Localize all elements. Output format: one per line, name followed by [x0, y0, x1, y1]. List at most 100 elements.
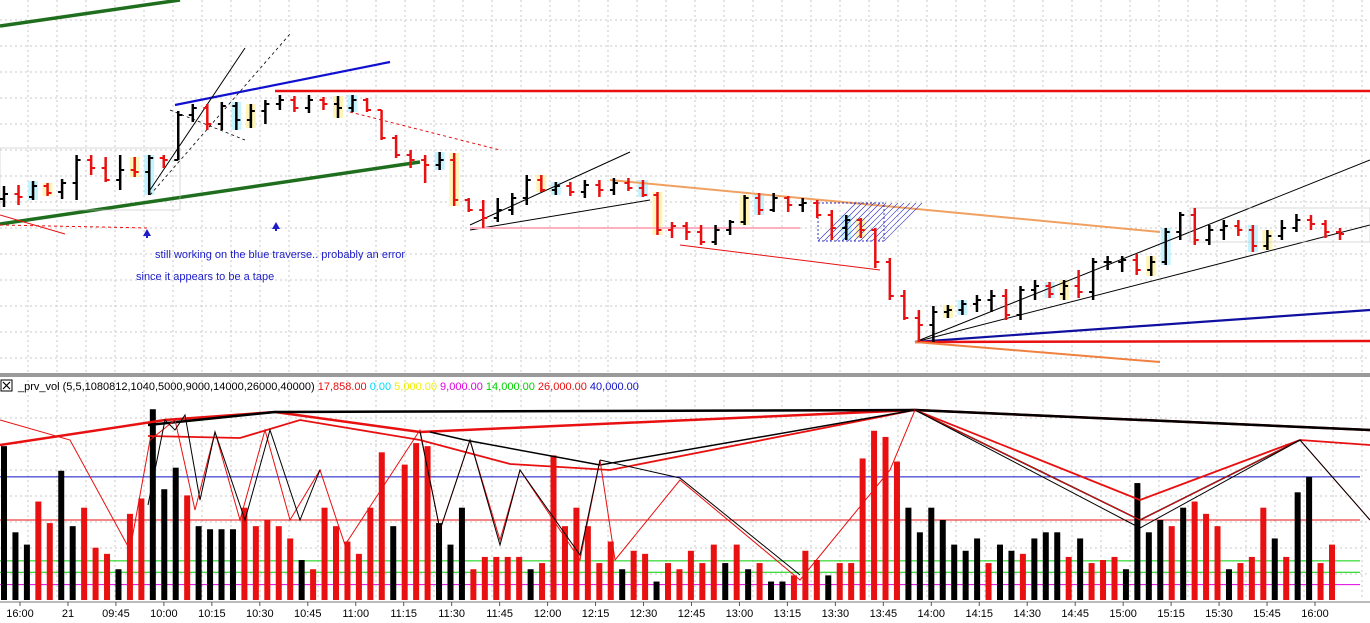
trend-line-orange [609, 179, 1161, 233]
volume-bar [207, 529, 214, 600]
volume-bar [458, 507, 465, 600]
volume-bar [1145, 532, 1152, 600]
volume-bar [997, 544, 1003, 600]
volume-bar [218, 529, 225, 600]
x-axis-strip [0, 602, 1370, 623]
volume-bar [355, 553, 362, 600]
volume-bar [802, 550, 809, 600]
legend-value: 26,000.00 [538, 381, 590, 393]
volume-bar [939, 520, 946, 600]
volume-bar [161, 489, 168, 600]
volume-bar [1317, 563, 1324, 600]
hatch [847, 202, 887, 242]
gridlines [0, 0, 1370, 600]
x-tick-label: 10:15 [198, 608, 226, 620]
volume-bar [665, 563, 671, 600]
volume-zigzag-black [599, 459, 801, 576]
volume-bar [46, 523, 53, 600]
x-tick-label: 15:30 [1205, 608, 1233, 620]
volume-bar [126, 513, 133, 600]
indicator-name: _prv_vol (5,5,1080812,1040,5000,9000,140… [17, 381, 318, 393]
hatch [865, 202, 905, 242]
volume-bar [768, 581, 775, 600]
legend-value: 9,000.00 [440, 381, 486, 393]
volume-bar [584, 526, 591, 600]
volume-bar [1008, 550, 1015, 600]
volume-bar [825, 575, 832, 600]
volume-bar [1065, 556, 1072, 600]
volume-bar [1100, 560, 1107, 600]
trend-line-red-bottom [914, 339, 1370, 344]
volume-bar [1191, 501, 1198, 600]
volume-bar [92, 547, 99, 600]
volume-bar [848, 563, 855, 600]
volume-trend-lines [0, 408, 1370, 581]
volume-zigzag-black [419, 431, 601, 557]
volume-bar [481, 556, 488, 600]
volume-bar [1260, 507, 1267, 600]
x-tick-label: 14:15 [965, 608, 993, 620]
volume-bar [607, 541, 614, 600]
volume-bar [275, 526, 282, 600]
pane-separator [0, 373, 1370, 377]
x-tick-label: 12:15 [582, 608, 610, 620]
x-tick-label: 11:45 [486, 608, 513, 620]
hatch [883, 202, 923, 242]
trend-line-blue [174, 60, 391, 107]
volume-bars [1, 409, 1335, 600]
volume-bar [1111, 556, 1118, 600]
volume-bar [642, 553, 649, 600]
hatch [877, 202, 917, 242]
volume-bar [1019, 553, 1026, 600]
volume-bar [1077, 538, 1084, 600]
volume-bar [333, 526, 339, 600]
channel-line-dashed [169, 109, 246, 141]
volume-bar [1225, 569, 1232, 600]
arrow-up-icon [143, 229, 151, 236]
hatch [871, 202, 911, 242]
volume-bar [401, 464, 408, 600]
volume-bar [1180, 507, 1187, 600]
legend-value: 17,858.00 [318, 381, 370, 393]
volume-bar [619, 569, 626, 600]
hatch [823, 202, 863, 242]
annotation-note-1: still working on the blue traverse.. pro… [155, 249, 405, 261]
channel-line [469, 199, 651, 231]
volume-bar [1283, 556, 1290, 600]
volume-bar [310, 569, 317, 600]
volume-bar [653, 581, 660, 600]
volume-bar [916, 532, 923, 600]
channel-line [914, 224, 1370, 343]
x-tick-label: 14:30 [1013, 608, 1041, 620]
volume-bar [195, 526, 202, 600]
volume-bar [1, 446, 7, 600]
volume-bar [184, 495, 191, 600]
volume-bar [790, 575, 797, 600]
legend-value: 40,000.00 [590, 381, 639, 393]
x-tick-label: 15:00 [1109, 608, 1137, 620]
hatch [817, 202, 857, 242]
volume-bar [1168, 526, 1175, 600]
volume-bar [172, 467, 179, 600]
hatch-box-grey [1189, 207, 1370, 243]
x-tick-label: 13:00 [726, 608, 754, 620]
volume-bar [951, 544, 958, 600]
volume-bar [527, 569, 534, 600]
x-tick-label: 14:45 [1061, 608, 1089, 620]
volume-bar [928, 507, 935, 600]
volume-bar [35, 501, 42, 600]
volume-bar [1214, 526, 1221, 600]
price-bars [0, 95, 1344, 342]
volume-trend-black [147, 408, 1370, 432]
volume-bar [630, 550, 637, 600]
volume-bar [745, 569, 752, 600]
annotation-note-2: since it appears to be a tape [136, 271, 274, 283]
volume-bar [138, 498, 145, 600]
hatch-box-blue [817, 202, 885, 242]
x-tick-label: 14:00 [918, 608, 946, 620]
x-tick-label: 11:30 [438, 608, 465, 620]
legend-value: 5,000.00 [394, 381, 440, 393]
volume-bar [1237, 563, 1244, 600]
trend-line-orange-bottom [914, 341, 1161, 363]
